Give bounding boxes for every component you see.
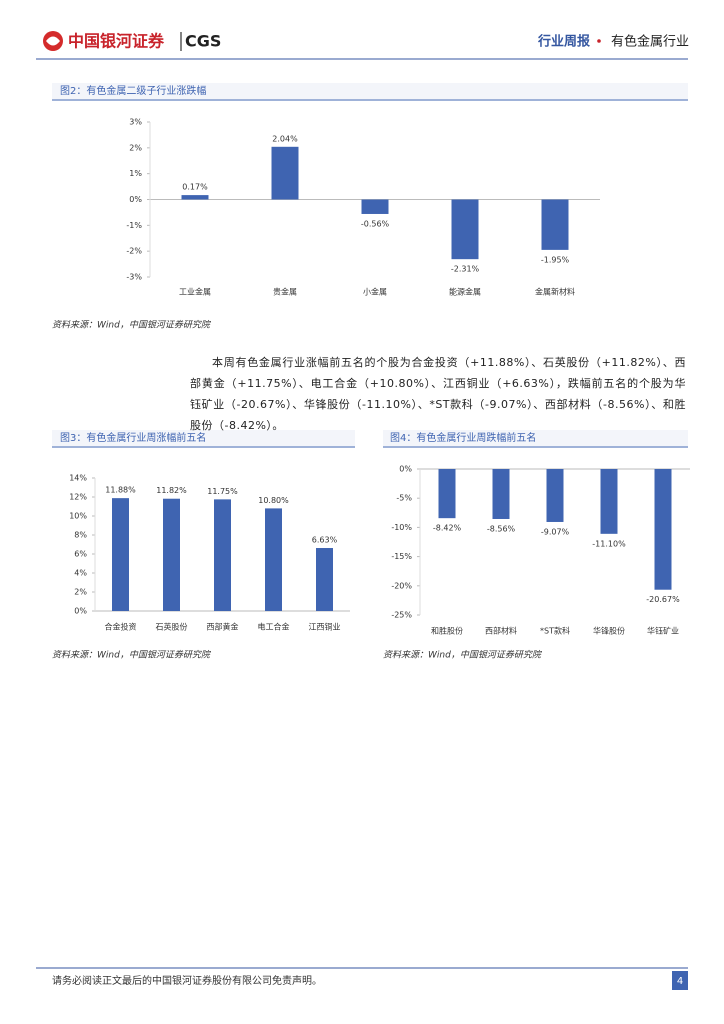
x-tick-label: 能源金属 [449, 287, 481, 297]
bar [181, 195, 209, 200]
header-dot [597, 39, 601, 43]
report-type: 行业周报 [537, 34, 591, 50]
x-tick-label: 金属新材料 [535, 287, 575, 297]
value-label: 2.04% [272, 134, 298, 143]
y-tick-label: -15% [391, 552, 412, 561]
x-tick-label: 西部黄金 [207, 622, 239, 632]
logo-text: 中国银河证券 [68, 32, 165, 51]
value-label: -0.56% [361, 219, 390, 228]
x-tick-label: 华锋股份 [593, 626, 625, 636]
value-label: -8.56% [487, 524, 516, 533]
y-tick-label: 4% [74, 569, 87, 578]
y-tick-label: 2% [74, 588, 87, 597]
bar [654, 469, 672, 590]
y-tick-label: -20% [391, 581, 412, 590]
x-tick-label: 贵金属 [273, 287, 297, 297]
bar [438, 469, 456, 519]
figure-title: 图2：有色金属二级子行业涨跌幅 [60, 84, 206, 97]
x-tick-label: 华钰矿业 [647, 626, 679, 636]
bar [541, 199, 569, 250]
bar [214, 499, 231, 611]
x-tick-label: 江西铜业 [309, 622, 341, 632]
y-tick-label: -10% [391, 523, 412, 532]
y-tick-label: 1% [129, 169, 142, 178]
bar [163, 498, 180, 611]
figure-title-bg [52, 83, 688, 99]
value-label: 0.17% [182, 183, 208, 192]
x-tick-label: *ST款科 [540, 626, 570, 636]
y-tick-label: 8% [74, 531, 87, 540]
y-tick-label: 2% [129, 143, 142, 152]
disclaimer: 请务必阅读正文最后的中国银河证券股份有限公司免责声明。 [52, 974, 322, 987]
value-label: 10.80% [258, 496, 289, 505]
page-number-box [672, 971, 688, 990]
bar [112, 498, 129, 611]
bar [361, 199, 389, 214]
value-label: -11.10% [592, 539, 626, 548]
y-tick-label: 0% [129, 195, 142, 204]
bar [600, 469, 618, 534]
figure-title-bg [52, 430, 355, 446]
y-tick-label: 12% [69, 493, 87, 502]
y-tick-label: 3% [129, 118, 142, 127]
value-label: -1.95% [541, 255, 570, 264]
paragraph: 本周有色金属行业涨幅前五名的个股为合金投资（+11.88%）、石英股份（+11.… [190, 356, 686, 432]
logo-icon-detail [46, 36, 60, 46]
y-tick-label: 6% [74, 550, 87, 559]
y-tick-label: 10% [69, 512, 87, 521]
value-label: 6.63% [312, 536, 338, 545]
page-number: 4 [677, 976, 683, 987]
y-tick-label: 0% [399, 465, 412, 474]
figure-title: 图4：有色金属行业周跌幅前五名 [390, 431, 536, 444]
figure-source: 资料来源：Wind，中国银河证券研究院 [52, 320, 212, 331]
value-label: 11.82% [156, 486, 187, 495]
x-tick-label: 小金属 [363, 287, 387, 297]
value-label: 11.75% [207, 487, 238, 496]
x-tick-label: 电工合金 [258, 622, 290, 632]
y-tick-label: -5% [396, 494, 412, 503]
y-tick-label: 0% [74, 607, 87, 616]
x-tick-label: 石英股份 [156, 622, 188, 632]
y-tick-label: 14% [69, 474, 87, 483]
figure-source: 资料来源：Wind，中国银河证券研究院 [383, 650, 543, 661]
bar [546, 469, 564, 522]
y-tick-label: -25% [391, 611, 412, 620]
y-tick-label: -3% [126, 273, 142, 282]
figure-source: 资料来源：Wind，中国银河证券研究院 [52, 650, 212, 661]
x-tick-label: 西部材料 [485, 626, 517, 636]
bar [265, 508, 282, 611]
figure-title-bg [383, 430, 688, 446]
y-tick-label: -1% [126, 221, 142, 230]
value-label: -9.07% [541, 527, 570, 536]
value-label: -20.67% [646, 595, 680, 604]
bar [492, 469, 510, 519]
bar [316, 548, 333, 611]
value-label: -2.31% [451, 265, 480, 274]
y-tick-label: -2% [126, 247, 142, 256]
figure-title: 图3：有色金属行业周涨幅前五名 [60, 431, 206, 444]
bar [271, 146, 299, 200]
bar [451, 199, 479, 260]
value-label: -8.42% [433, 524, 462, 533]
x-tick-label: 合金投资 [105, 622, 137, 632]
x-tick-label: 工业金属 [179, 287, 211, 297]
x-tick-label: 和胜股份 [431, 626, 463, 636]
sector: 有色金属行业 [611, 34, 689, 50]
logo-en: CGS [185, 32, 221, 51]
value-label: 11.88% [105, 486, 136, 495]
